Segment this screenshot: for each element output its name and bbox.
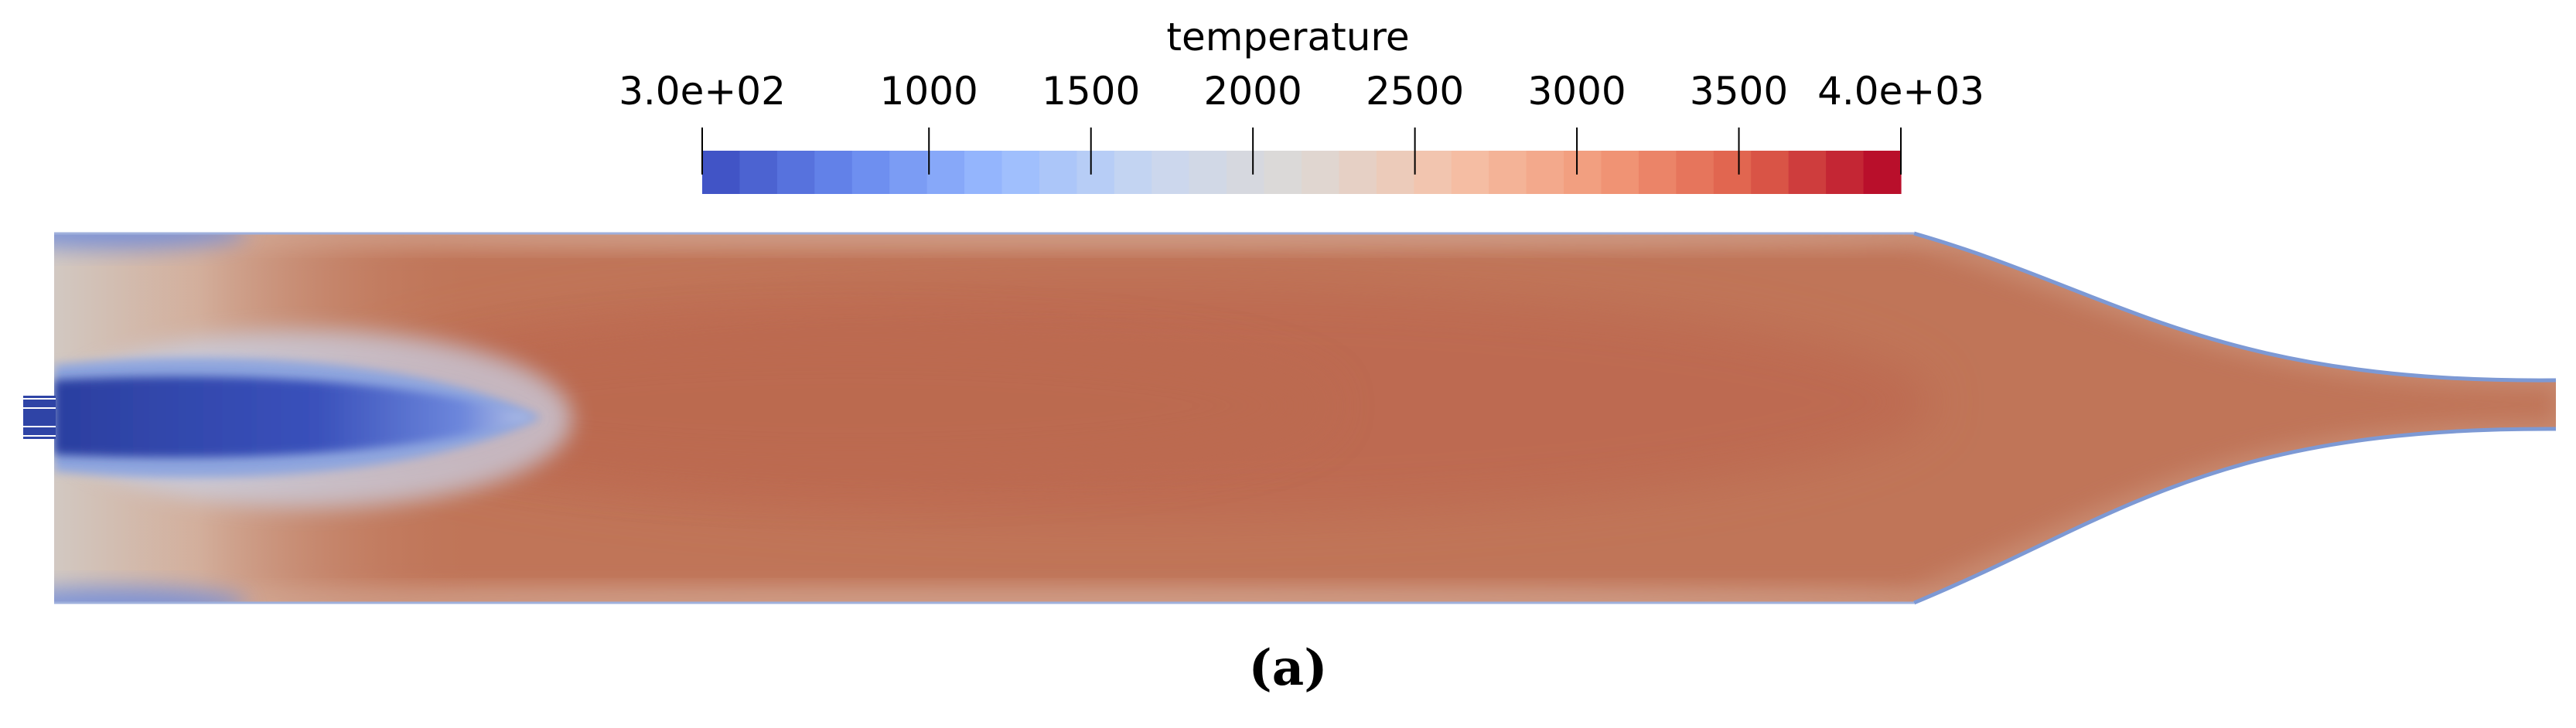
- colorbar-tick-label: 3000: [1527, 69, 1626, 114]
- colorbar-bin: [1076, 151, 1115, 194]
- colorbar-bin: [1751, 151, 1790, 194]
- colorbar-bin: [889, 151, 928, 194]
- colorbar-bin: [1264, 151, 1302, 194]
- colorbar-bin: [1189, 151, 1227, 194]
- colorbar: [701, 128, 1902, 194]
- colorbar-bin: [1863, 151, 1902, 194]
- colorbar-tick-label: 1000: [879, 69, 978, 114]
- field-hot-region: [371, 332, 1330, 479]
- colorbar-bin: [702, 151, 741, 194]
- colorbar-bin: [1114, 151, 1152, 194]
- colorbar-bin: [1302, 151, 1340, 194]
- colorbar-ticks: [701, 128, 1902, 175]
- colorbar-bin: [776, 151, 815, 194]
- colorbar-tick-label: 3.0e+02: [619, 69, 786, 114]
- colorbar-bin: [1788, 151, 1827, 194]
- field-near-wall-top: [54, 233, 1972, 247]
- colorbar-bin: [1526, 151, 1564, 194]
- jet-plume-core: [54, 376, 534, 458]
- injector-nozzle: [23, 396, 56, 439]
- colorbar-bin: [926, 151, 965, 194]
- colorbar-bin: [1339, 151, 1377, 194]
- colorbar-tick-label: 1500: [1042, 69, 1141, 114]
- combustor-temperature-field: [54, 233, 2556, 603]
- colorbar-title: temperature: [1166, 15, 1410, 60]
- colorbar-bin: [1376, 151, 1414, 194]
- colorbar-bin: [1152, 151, 1190, 194]
- colorbar-bin: [1826, 151, 1865, 194]
- colorbar-bin: [1451, 151, 1489, 194]
- colorbar-bin: [1676, 151, 1714, 194]
- field-near-wall-bottom: [54, 589, 1972, 603]
- colorbar-bin: [1227, 151, 1265, 194]
- cold-corner-bottom: [54, 587, 247, 603]
- colorbar-bin: [1713, 151, 1752, 194]
- colorbar-bin: [1414, 151, 1452, 194]
- colorbar-bin: [1001, 151, 1040, 194]
- colorbar-tick-label: 3500: [1689, 69, 1789, 114]
- chamber-wall-outline-lower: [1913, 427, 2557, 605]
- colorbar-tick-label: 4.0e+03: [1817, 69, 1984, 114]
- colorbar-bin: [814, 151, 853, 194]
- colorbar-tick-label: 2000: [1203, 69, 1302, 114]
- chamber-wall-outline: [1913, 231, 2557, 383]
- colorbar-bin: [1489, 151, 1527, 194]
- colorbar-bin: [1638, 151, 1677, 194]
- colorbar-bin: [1564, 151, 1602, 194]
- cold-corner-top: [54, 233, 247, 249]
- colorbar-bin: [739, 151, 778, 194]
- colorbar-tick-label: 2500: [1365, 69, 1465, 114]
- colorbar-gradient: [702, 151, 1902, 194]
- panel-label: (a): [1248, 639, 1328, 697]
- colorbar-bin: [964, 151, 1003, 194]
- colorbar-bin: [1601, 151, 1639, 194]
- colorbar-bin: [1039, 151, 1077, 194]
- colorbar-bin: [851, 151, 890, 194]
